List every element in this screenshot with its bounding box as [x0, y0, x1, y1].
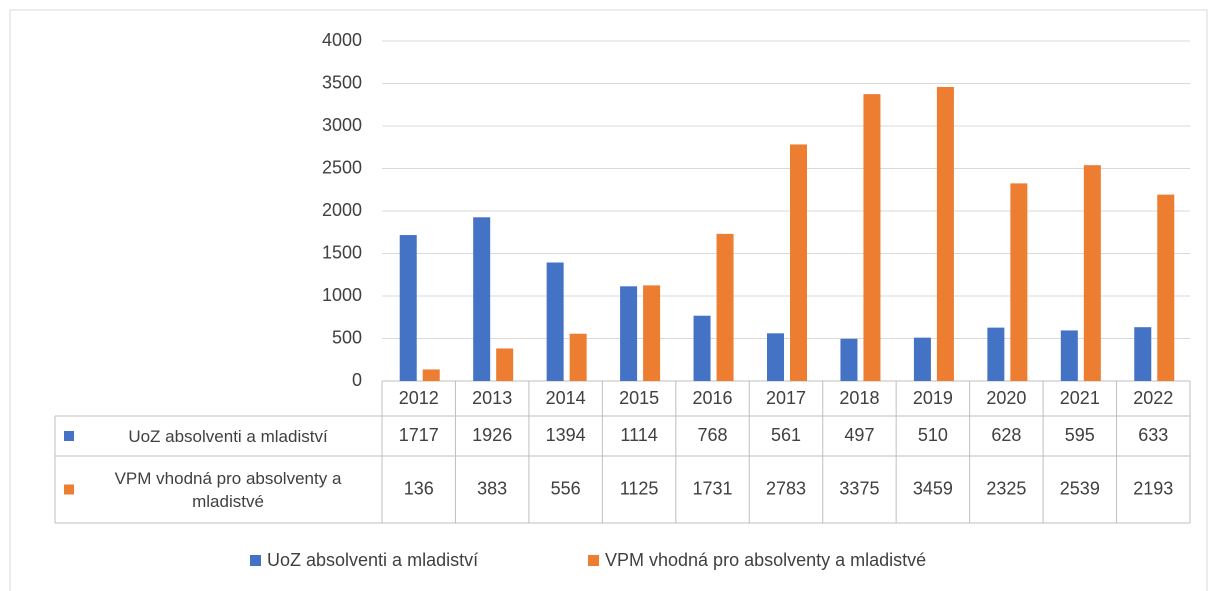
x-tick-label: 2019: [913, 388, 953, 408]
table-value: 556: [551, 478, 581, 498]
table-value: 595: [1065, 425, 1095, 445]
table-value: 1114: [620, 425, 657, 445]
legend-label: VPM vhodná pro absolventy a mladistvé: [605, 550, 926, 570]
table-value: 2325: [986, 478, 1026, 498]
table-value: 1731: [693, 478, 733, 498]
y-tick-label: 500: [332, 327, 362, 347]
y-tick-label: 1500: [322, 242, 362, 262]
table-legend-key: [64, 431, 74, 441]
table-value: 628: [991, 425, 1021, 445]
y-tick-label: 2000: [322, 200, 362, 220]
table-value: 136: [404, 478, 434, 498]
table-value: 1125: [620, 478, 659, 498]
bar: [767, 333, 784, 381]
x-tick-label: 2017: [766, 388, 806, 408]
table-value: 1717: [399, 425, 439, 445]
table-value: 1926: [472, 425, 512, 445]
bar: [399, 235, 417, 381]
bar: [913, 337, 931, 381]
y-tick-label: 0: [352, 370, 362, 390]
row-header-text: UoZ absolventi a mladiství: [128, 426, 328, 446]
bar: [716, 233, 734, 381]
x-tick-label: 2021: [1060, 388, 1100, 408]
table-value: 510: [918, 425, 948, 445]
legend-swatch: [250, 555, 261, 566]
y-tick-label: 3500: [322, 72, 362, 92]
bar: [987, 327, 1005, 381]
table-value: 2783: [766, 478, 806, 498]
x-tick-label: 2020: [986, 388, 1026, 408]
legend-label: UoZ absolventi a mladiství: [267, 550, 478, 570]
table-value: 633: [1138, 425, 1168, 445]
y-tick-label: 3000: [322, 115, 362, 135]
row-header-text: VPM vhodná pro absolventy a mladistvé: [114, 468, 342, 511]
table-value: 2539: [1060, 478, 1100, 498]
bar: [840, 338, 858, 381]
bar: [620, 286, 638, 381]
y-tick-label: 2500: [322, 157, 362, 177]
bar: [1083, 165, 1101, 381]
bar: [1060, 330, 1078, 381]
table-value: 383: [477, 478, 507, 498]
bar: [643, 285, 661, 381]
bar: [473, 217, 491, 381]
table-value: 1394: [546, 425, 586, 445]
table-row-header: UoZ absolventi a mladiství: [128, 426, 328, 446]
bar: [936, 86, 954, 382]
table-row-header: VPM vhodná pro absolventy a mladistvé: [114, 468, 342, 511]
bar: [422, 369, 440, 381]
x-tick-label: 2016: [693, 388, 733, 408]
x-tick-label: 2018: [839, 388, 879, 408]
bar: [790, 144, 807, 381]
bar: [1010, 183, 1028, 381]
table-value: 2193: [1133, 478, 1173, 498]
table-value: 3375: [839, 478, 879, 498]
chart-border: [9, 9, 1208, 591]
y-tick-label: 1000: [322, 285, 362, 305]
bar: [496, 348, 514, 381]
bar: [1134, 327, 1152, 381]
bar: [569, 333, 587, 381]
x-tick-label: 2014: [546, 388, 586, 408]
bar: [1157, 194, 1175, 381]
table-value: 3459: [913, 478, 953, 498]
legend-swatch: [588, 555, 599, 566]
table-value: 561: [771, 425, 801, 445]
bar: [693, 315, 711, 381]
x-tick-label: 2012: [399, 388, 439, 408]
bar: [863, 94, 881, 381]
bar: [546, 262, 564, 381]
x-tick-label: 2015: [619, 388, 659, 408]
table-value: 768: [698, 425, 728, 445]
x-tick-label: 2013: [472, 388, 512, 408]
table-legend-key: [64, 484, 74, 495]
x-tick-label: 2022: [1133, 388, 1173, 408]
y-tick-label: 4000: [322, 30, 362, 50]
table-value: 497: [844, 425, 874, 445]
